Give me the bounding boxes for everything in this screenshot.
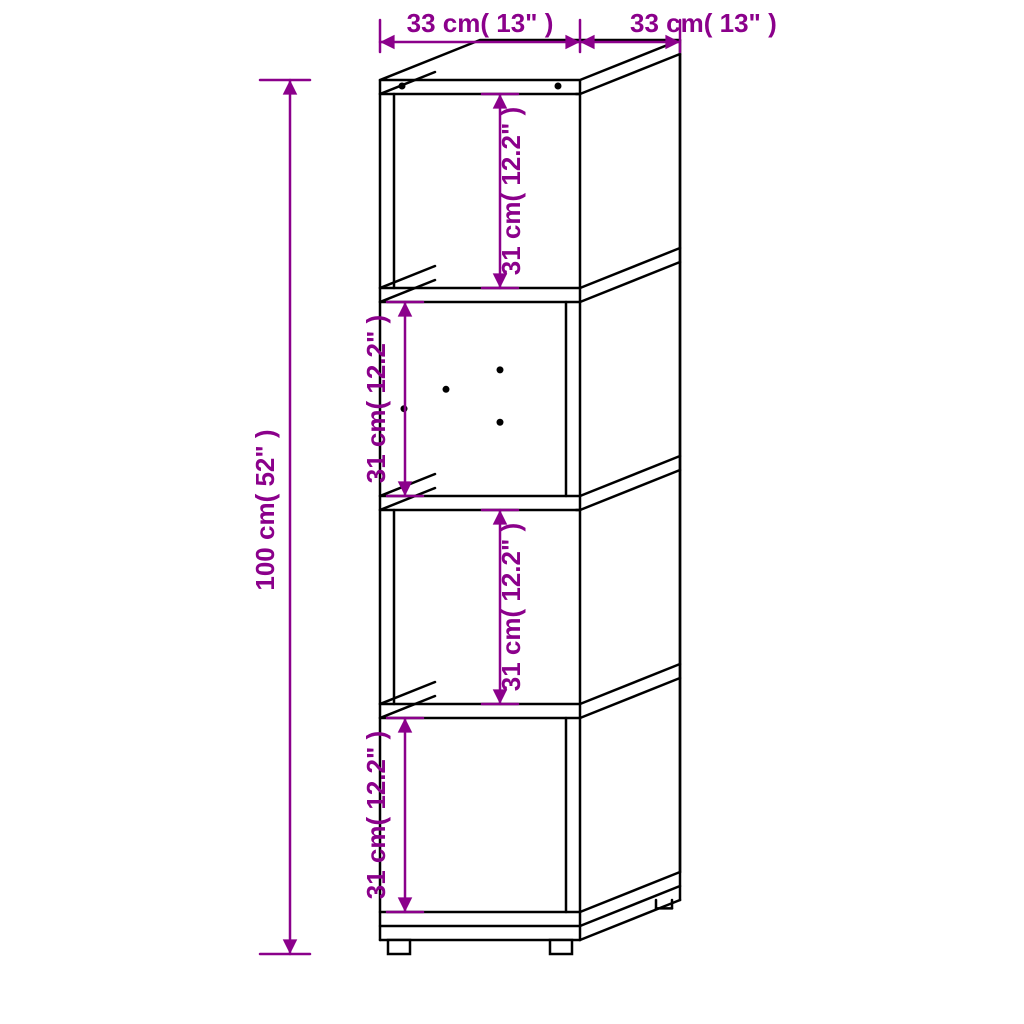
height-label: 100 cm( 52" ): [250, 429, 280, 590]
shelf-label-2: 31 cm( 12.2" ): [496, 523, 526, 691]
shelf-label-3: 31 cm( 12.2" ): [361, 731, 391, 899]
dimension-diagram: 33 cm( 13" ) 33 cm( 13" ) 100 cm( 52" ) 31 …: [0, 0, 1024, 1024]
shelf-label-1: 31 cm( 12.2" ): [361, 315, 391, 483]
shelf-label-0: 31 cm( 12.2" ): [496, 107, 526, 275]
width-label: 33 cm( 13" ): [407, 8, 554, 38]
cabinet-outline: [380, 40, 680, 954]
depth-label: 33 cm( 13" ): [630, 8, 777, 38]
dimension-lines: [260, 20, 680, 954]
dimension-labels: 33 cm( 13" ) 33 cm( 13" ) 100 cm( 52" ) 31 …: [250, 8, 777, 899]
